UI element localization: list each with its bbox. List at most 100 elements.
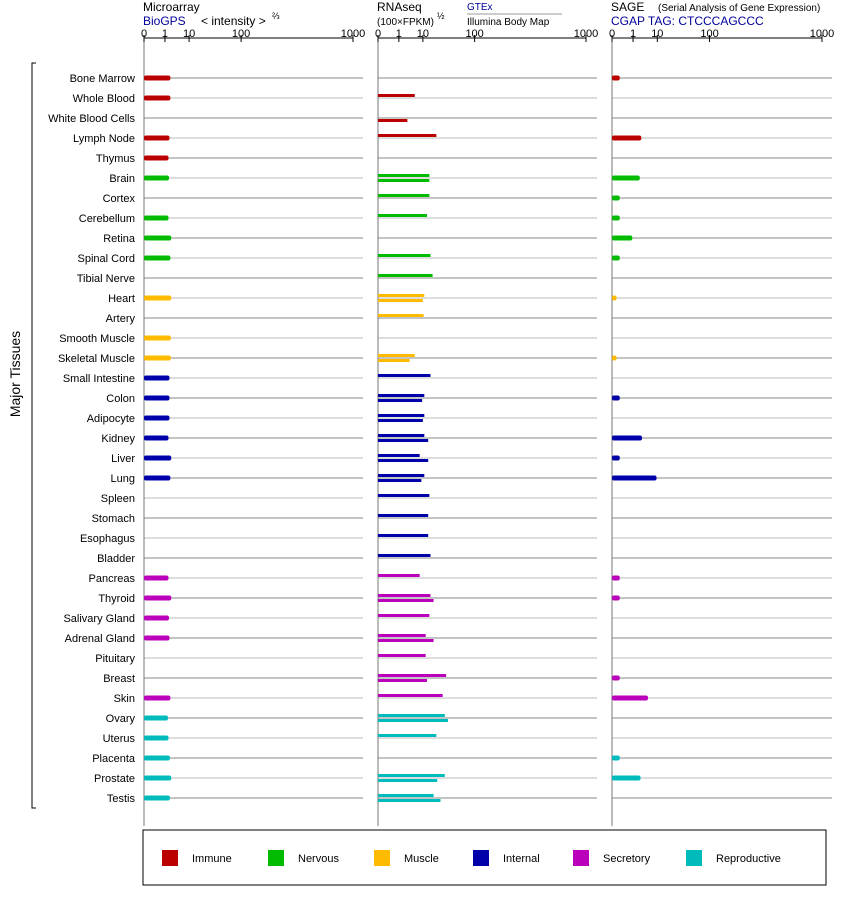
tissue-label-thymus: Thymus [96, 153, 136, 165]
gtex-bar-liver [378, 454, 420, 457]
rnaseq-tick-label: 1 [396, 28, 402, 40]
tissue-label-artery: Artery [106, 313, 136, 325]
rnaseq-tick-label: 100 [465, 28, 483, 40]
sage-bar-retina [612, 235, 633, 241]
sage-bar-placenta [612, 755, 620, 761]
illumina-source: Illumina Body Map [467, 17, 550, 28]
microarray-bar-retina [144, 235, 172, 241]
microarray-bar-whole-blood [144, 95, 171, 101]
illumina-bar-prostate [378, 779, 438, 782]
sage-bar-colon [612, 395, 620, 401]
gtex-bar-pancreas [378, 574, 420, 577]
tissue-label-lymph-node: Lymph Node [73, 133, 135, 145]
rnaseq-tick-label: 10 [417, 28, 429, 40]
tissue-label-uterus: Uterus [103, 733, 136, 745]
illumina-bar-breast [378, 679, 427, 682]
microarray-bar-small-intestine [144, 375, 170, 381]
microarray-bar-pancreas [144, 575, 169, 581]
sage-bar-breast [612, 675, 620, 681]
microarray-bar-lung [144, 475, 171, 481]
gtex-bar-testis [378, 794, 434, 797]
microarray-tick-label: 1000 [341, 28, 365, 40]
gtex-bar-pituitary [378, 654, 426, 657]
legend-swatch-immune [162, 850, 178, 866]
microarray-bar-salivary-gland [144, 615, 169, 621]
microarray-bar-colon [144, 395, 170, 401]
legend-label-immune: Immune [192, 853, 232, 865]
gtex-bar-breast [378, 674, 447, 677]
gtex-bar-tibial-nerve [378, 274, 433, 277]
microarray-axis-label: < intensity > [201, 14, 266, 28]
illumina-bar-lung [378, 479, 422, 482]
gtex-bar-colon [378, 394, 425, 397]
microarray-bar-spinal-cord [144, 255, 171, 261]
sage-bar-lymph-node [612, 135, 642, 141]
sage-tick-label: 1000 [810, 28, 834, 40]
microarray-tick-label: 100 [232, 28, 250, 40]
microarray-bar-smooth-muscle [144, 335, 171, 341]
gtex-bar-heart [378, 294, 425, 297]
sage-bar-thyroid [612, 595, 620, 601]
gtex-bar-esophagus [378, 534, 429, 537]
microarray-bar-liver [144, 455, 172, 461]
illumina-bar-colon [378, 399, 423, 402]
microarray-bar-testis [144, 795, 170, 801]
tissue-label-bladder: Bladder [97, 553, 135, 565]
sage-title: SAGE [611, 0, 644, 14]
gtex-bar-spleen [378, 494, 430, 497]
sage-bar-skin [612, 695, 648, 701]
illumina-bar-skeletal-muscle [378, 359, 410, 362]
tissue-label-small-intestine: Small Intestine [63, 373, 135, 385]
gtex-bar-salivary-gland [378, 614, 430, 617]
microarray-bar-thyroid [144, 595, 172, 601]
gtex-bar-whole-blood [378, 94, 415, 97]
sage-bar-bone-marrow [612, 75, 620, 81]
tissue-label-white-blood-cells: White Blood Cells [48, 113, 135, 125]
microarray-bar-kidney [144, 435, 169, 441]
illumina-bar-adipocyte [378, 419, 423, 422]
illumina-bar-thyroid [378, 599, 434, 602]
legend-label-internal: Internal [503, 853, 540, 865]
sage-tick-label: 100 [700, 28, 718, 40]
tissue-label-tibial-nerve: Tibial Nerve [77, 273, 135, 285]
tissue-label-colon: Colon [106, 393, 135, 405]
illumina-bar-white-blood-cells [378, 119, 408, 122]
sage-bar-kidney [612, 435, 643, 441]
illumina-bar-ovary [378, 719, 449, 722]
tissue-label-liver: Liver [111, 453, 135, 465]
illumina-bar-heart [378, 299, 423, 302]
gtex-bar-stomach [378, 514, 429, 517]
gtex-bar-small-intestine [378, 374, 431, 377]
tissue-label-adipocyte: Adipocyte [87, 413, 135, 425]
microarray-bar-skeletal-muscle [144, 355, 171, 361]
rnaseq-tick-label: 0 [375, 28, 381, 40]
tissue-rows: Bone Marrow Whole Blood White Blood Cells L… [48, 73, 832, 805]
y-axis-bracket [31, 62, 36, 809]
legend-swatch-secretory [573, 850, 589, 866]
microarray-bar-prostate [144, 775, 172, 781]
tissue-label-adrenal-gland: Adrenal Gland [65, 633, 135, 645]
illumina-bar-liver [378, 459, 429, 462]
legend-swatch-nervous [268, 850, 284, 866]
microarray-bar-adrenal-gland [144, 635, 170, 641]
microarray-bar-heart [144, 295, 172, 301]
tissue-label-placenta: Placenta [92, 753, 136, 765]
microarray-tick-label: 0 [141, 28, 147, 40]
gtex-bar-kidney [378, 434, 425, 437]
microarray-bar-cerebellum [144, 215, 169, 221]
tissue-label-kidney: Kidney [101, 433, 135, 445]
gtex-bar-brain [378, 174, 430, 177]
rnaseq-axis-exponent: ½ [437, 11, 445, 21]
gtex-bar-ovary [378, 714, 445, 717]
tissue-label-heart: Heart [108, 293, 135, 305]
illumina-bar-kidney [378, 439, 429, 442]
legend-label-muscle: Muscle [404, 853, 439, 865]
microarray-bar-placenta [144, 755, 170, 761]
illumina-bar-adrenal-gland [378, 639, 434, 642]
gtex-bar-adipocyte [378, 414, 425, 417]
tissue-label-thyroid: Thyroid [98, 593, 135, 605]
tissue-label-smooth-muscle: Smooth Muscle [59, 333, 135, 345]
y-axis-label: Major Tissues [7, 331, 23, 417]
axes: 0 1 10 100 1000 0 1 10 100 1000 0 1 10 100 1000 [141, 28, 834, 826]
microarray-bar-adipocyte [144, 415, 170, 421]
